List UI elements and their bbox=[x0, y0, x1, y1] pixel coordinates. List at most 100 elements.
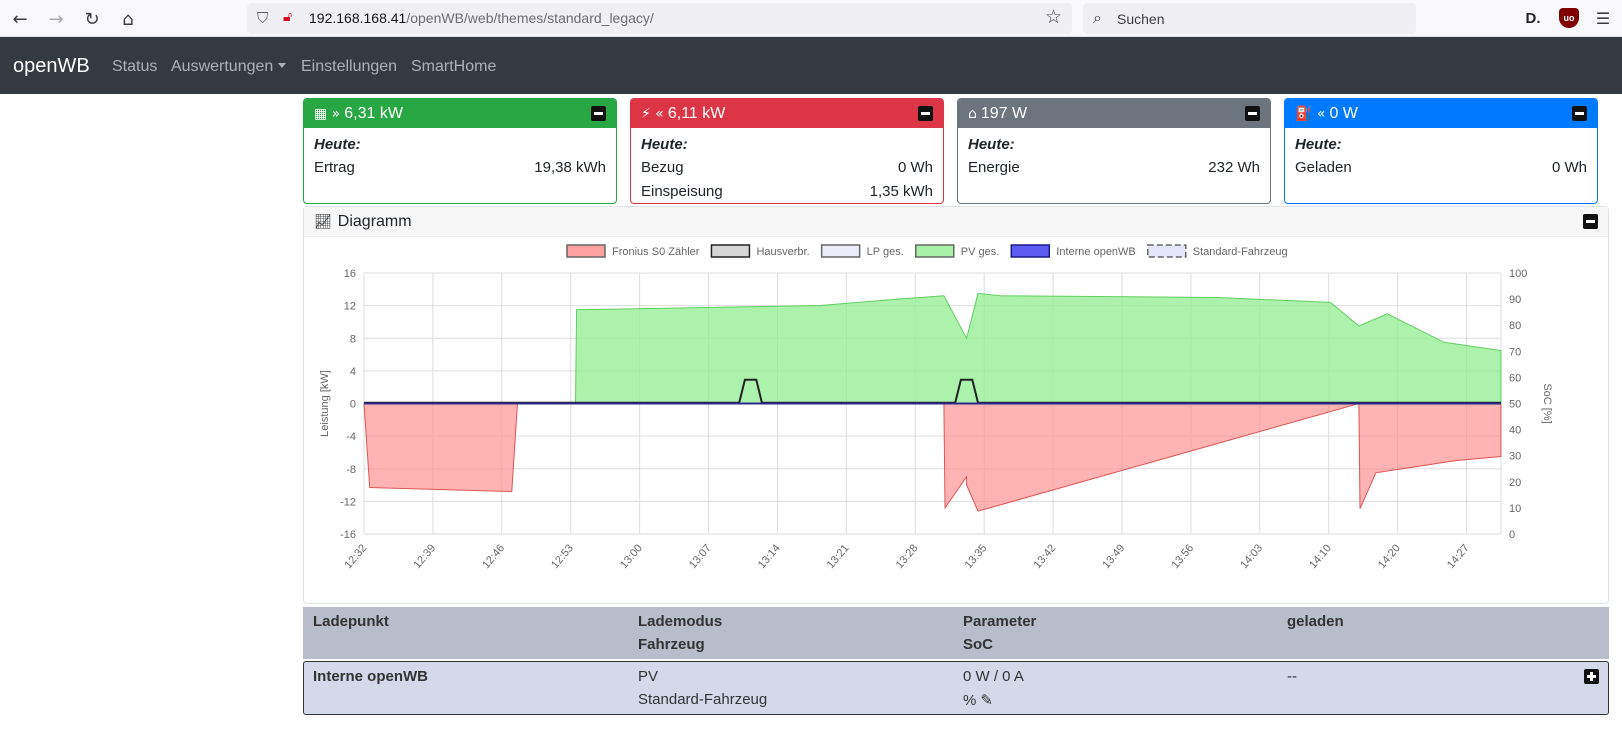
reload-icon[interactable]: ↻ bbox=[84, 8, 100, 30]
chargepoint-name: Interne openWB bbox=[313, 668, 428, 685]
nav-auswertungen[interactable]: Auswertungen bbox=[171, 58, 286, 76]
evu-power: 6,11 kW bbox=[667, 104, 726, 122]
x-tick-label: 14:20 bbox=[1376, 542, 1403, 571]
chargepoint-power: 0 W bbox=[1329, 104, 1358, 122]
y2-tick-label: 100 bbox=[1509, 268, 1527, 280]
house-card: ⌂ 197 W Heute: Energie 232 Wh bbox=[957, 98, 1271, 204]
insecure-lock-icon[interactable]: 🔓︎ bbox=[283, 9, 293, 25]
y2-tick-label: 10 bbox=[1509, 503, 1521, 515]
y2-tick-label: 90 bbox=[1509, 294, 1521, 306]
header-ladepunkt: Ladepunkt bbox=[313, 613, 389, 630]
y2-tick-label: 40 bbox=[1509, 425, 1521, 437]
x-tick-label: 12:32 bbox=[342, 542, 369, 571]
expand-icon[interactable] bbox=[1584, 669, 1599, 684]
collapse-icon[interactable] bbox=[1572, 106, 1587, 121]
header-parameter: Parameter bbox=[963, 613, 1037, 630]
y-tick-label: 12 bbox=[344, 301, 356, 313]
row-label: Geladen bbox=[1295, 159, 1352, 176]
collapse-icon[interactable] bbox=[1245, 106, 1260, 121]
legend-swatch bbox=[820, 244, 861, 258]
bookmark-star-icon[interactable]: ☆ bbox=[1044, 6, 1062, 28]
y-tick-label: 0 bbox=[350, 399, 356, 411]
x-tick-label: 13:07 bbox=[687, 542, 714, 571]
vehicle-name: Standard-Fahrzeug bbox=[638, 691, 768, 708]
x-tick-label: 12:46 bbox=[480, 542, 507, 571]
header-fahrzeug: Fahrzeug bbox=[638, 636, 705, 653]
diagram-header: 📈︎ Diagramm bbox=[304, 207, 1608, 237]
collapse-icon[interactable] bbox=[918, 106, 933, 121]
menu-icon[interactable]: ☰ bbox=[1595, 8, 1611, 28]
diagram-title: Diagramm bbox=[337, 212, 412, 230]
home-icon[interactable]: ⌂ bbox=[122, 8, 134, 30]
row-value: 1,35 kWh bbox=[869, 183, 933, 200]
legend-label: LP ges. bbox=[867, 246, 904, 258]
app-navbar: openWB Status Auswertungen Einstellungen… bbox=[0, 37, 1622, 94]
search-bar[interactable]: ⌕ Suchen bbox=[1083, 3, 1416, 34]
legend-label: PV ges. bbox=[961, 246, 1000, 258]
pv-power: 6,31 kW bbox=[344, 104, 403, 122]
charged-value: -- bbox=[1287, 668, 1297, 685]
area-chart-icon: 📈︎ bbox=[314, 213, 332, 230]
legend-swatch bbox=[710, 244, 751, 258]
legend-label: Fronius S0 Zähler bbox=[612, 246, 700, 258]
today-label: Heute: bbox=[1295, 136, 1342, 153]
y-tick-label: -8 bbox=[346, 464, 356, 476]
nav-status[interactable]: Status bbox=[112, 58, 158, 75]
shield-icon[interactable]: ⛉ bbox=[257, 9, 269, 27]
x-tick-label: 13:14 bbox=[756, 542, 783, 571]
y2-tick-label: 50 bbox=[1509, 399, 1521, 411]
soc-value: % ✎ bbox=[963, 691, 993, 709]
x-tick-label: 13:35 bbox=[963, 542, 990, 571]
row-label: Energie bbox=[968, 159, 1020, 176]
x-tick-label: 14:27 bbox=[1445, 542, 1472, 571]
table-row[interactable]: Interne openWB PV Standard-Fahrzeug 0 W … bbox=[303, 661, 1609, 715]
y2-axis-label: SoC [%] bbox=[1541, 383, 1553, 423]
nav-einstellungen[interactable]: Einstellungen bbox=[301, 58, 398, 75]
forward-icon[interactable]: → bbox=[48, 8, 64, 30]
charge-mode[interactable]: PV bbox=[638, 668, 659, 685]
x-tick-label: 12:53 bbox=[549, 542, 576, 571]
y-tick-label: 4 bbox=[350, 366, 356, 378]
nav-smarthome[interactable]: SmartHome bbox=[411, 58, 497, 75]
row-label: Einspeisung bbox=[641, 183, 723, 200]
y2-tick-label: 70 bbox=[1509, 346, 1521, 358]
browser-toolbar: ← → ↻ ⌂ ⛉ 🔓︎ 192.168.168.41/openWB/web/t… bbox=[0, 0, 1622, 37]
edit-icon[interactable]: ✎ bbox=[980, 691, 993, 709]
row-value: 0 Wh bbox=[897, 159, 933, 176]
y-tick-label: -16 bbox=[340, 529, 356, 541]
chargepoint-table: Ladepunkt Lademodus Fahrzeug Parameter S… bbox=[303, 607, 1609, 715]
ublock-icon[interactable]: uo bbox=[1559, 8, 1579, 28]
y2-tick-label: 0 bbox=[1509, 529, 1515, 541]
collapse-icon[interactable] bbox=[1583, 214, 1598, 229]
solar-panel-icon: ▦ » bbox=[314, 105, 341, 122]
header-soc: SoC bbox=[963, 636, 993, 653]
legend-label: Standard-Fahrzeug bbox=[1193, 246, 1288, 258]
legend-swatch bbox=[566, 244, 606, 258]
y-axis-label: Leistung [kW] bbox=[319, 370, 331, 437]
row-value: 0 Wh bbox=[1551, 159, 1587, 176]
y-tick-label: -4 bbox=[346, 431, 356, 443]
brand-logo[interactable]: openWB bbox=[13, 55, 90, 77]
y-tick-label: 16 bbox=[344, 268, 356, 280]
charging-station-icon: ⛽ « bbox=[1295, 105, 1326, 122]
today-label: Heute: bbox=[314, 136, 361, 153]
house-card-header: ⌂ 197 W bbox=[958, 99, 1270, 128]
y2-tick-label: 20 bbox=[1509, 477, 1521, 489]
collapse-icon[interactable] bbox=[591, 106, 606, 121]
legend-swatch bbox=[1147, 244, 1187, 258]
extension-d-icon[interactable]: D. bbox=[1525, 9, 1541, 27]
x-tick-label: 13:00 bbox=[618, 542, 645, 571]
chargepoint-card: ⛽ « 0 W Heute: Geladen 0 Wh bbox=[1284, 98, 1598, 204]
x-tick-label: 14:03 bbox=[1238, 542, 1265, 571]
header-lademodus: Lademodus bbox=[638, 613, 723, 630]
legend-label: Interne openWB bbox=[1056, 246, 1136, 258]
back-icon[interactable]: ← bbox=[12, 8, 28, 30]
y-tick-label: -12 bbox=[340, 496, 356, 508]
pv-card: ▦ » 6,31 kW Heute: Ertrag 19,38 kWh bbox=[303, 98, 617, 204]
address-bar[interactable]: ⛉ 🔓︎ 192.168.168.41/openWB/web/themes/st… bbox=[247, 3, 1072, 34]
url-text[interactable]: 192.168.168.41/openWB/web/themes/standar… bbox=[309, 10, 654, 26]
row-value: 19,38 kWh bbox=[534, 159, 606, 176]
search-placeholder[interactable]: Suchen bbox=[1117, 11, 1165, 27]
y-tick-label: 8 bbox=[350, 333, 356, 345]
